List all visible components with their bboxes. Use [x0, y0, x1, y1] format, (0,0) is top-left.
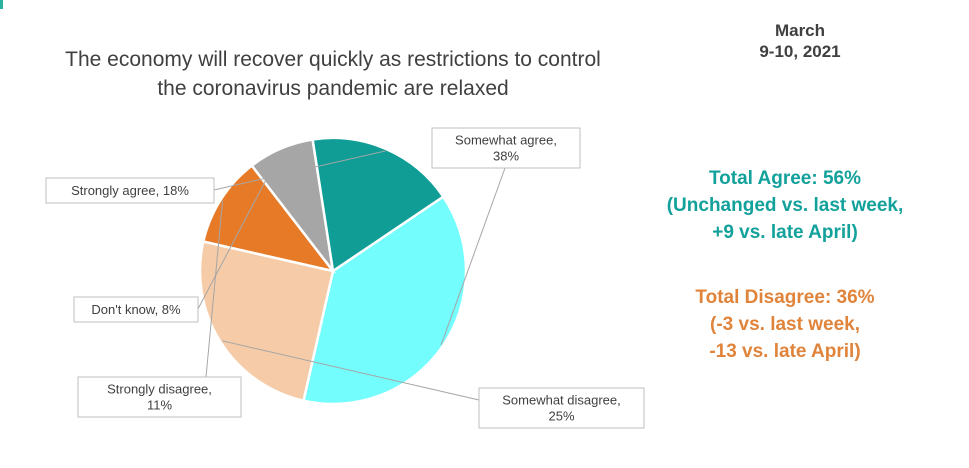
data-label-line: 38%: [493, 149, 519, 164]
data-label-somewhat-disagree: Somewhat disagree, 25%: [502, 393, 621, 424]
chart-title-line-1: The economy will recover quickly as rest…: [65, 48, 601, 71]
chart-title-line-2: the coronavirus pandemic are relaxed: [157, 77, 509, 100]
data-label-line: Somewhat disagree,: [502, 393, 621, 408]
total-disagree-change-april: -13 vs. late April): [709, 341, 861, 362]
pie-slice-strongly-disagree: [201, 163, 337, 273]
data-label-line: 11%: [147, 398, 172, 413]
leader-line-strongly-disagree: [205, 200, 224, 378]
leader-line-somewhat-agree: [440, 167, 506, 346]
total-disagree-value: Total Disagree: 36%: [695, 287, 875, 308]
total-agree-change-week: (Unchanged vs. last week,: [666, 195, 904, 216]
total-disagree-summary: Total Disagree: 36% (-3 vs. last week, -…: [620, 284, 950, 365]
data-label-line: Don't know, 8%: [91, 302, 181, 317]
survey-date: March 9-10, 2021: [730, 20, 870, 62]
data-label-line: Strongly agree, 18%: [71, 183, 189, 198]
pie-slice-somewhat-disagree: [198, 240, 335, 403]
pie-slice-strongly-agree: [311, 136, 445, 274]
data-label-strongly-disagree: Strongly disagree, 11%: [107, 382, 212, 413]
pie-slice-somewhat-agree: [302, 194, 468, 406]
data-label-line: Strongly disagree,: [107, 382, 212, 397]
leader-line-don-t-know: [197, 150, 282, 310]
data-label-line: Somewhat agree,: [455, 133, 557, 148]
total-agree-change-april: +9 vs. late April): [712, 222, 858, 243]
data-label-somewhat-agree: Somewhat agree, 38%: [455, 133, 557, 164]
data-label-box-don-t-know: [73, 296, 199, 323]
chart-title: The economy will recover quickly as rest…: [0, 45, 666, 103]
data-label-box-somewhat-agree: [431, 127, 581, 169]
total-agree-value: Total Agree: 56%: [708, 168, 862, 189]
leader-line-strongly-agree: [213, 150, 386, 191]
data-label-strongly-agree: Strongly agree, 18%: [71, 183, 189, 198]
survey-date-month: March: [774, 21, 826, 40]
data-label-don-t-know: Don't know, 8%: [91, 302, 181, 317]
data-label-box-strongly-agree: [45, 177, 215, 204]
accent-bar: [0, 0, 3, 9]
leader-line-somewhat-disagree: [221, 340, 480, 401]
data-label-box-strongly-disagree: [77, 376, 242, 418]
total-agree-summary: Total Agree: 56% (Unchanged vs. last wee…: [620, 165, 950, 246]
survey-date-days: 9-10, 2021: [759, 42, 841, 61]
data-label-line: 25%: [548, 409, 574, 424]
data-label-box-somewhat-disagree: [478, 387, 645, 429]
total-disagree-change-week: (-3 vs. last week,: [710, 314, 860, 335]
